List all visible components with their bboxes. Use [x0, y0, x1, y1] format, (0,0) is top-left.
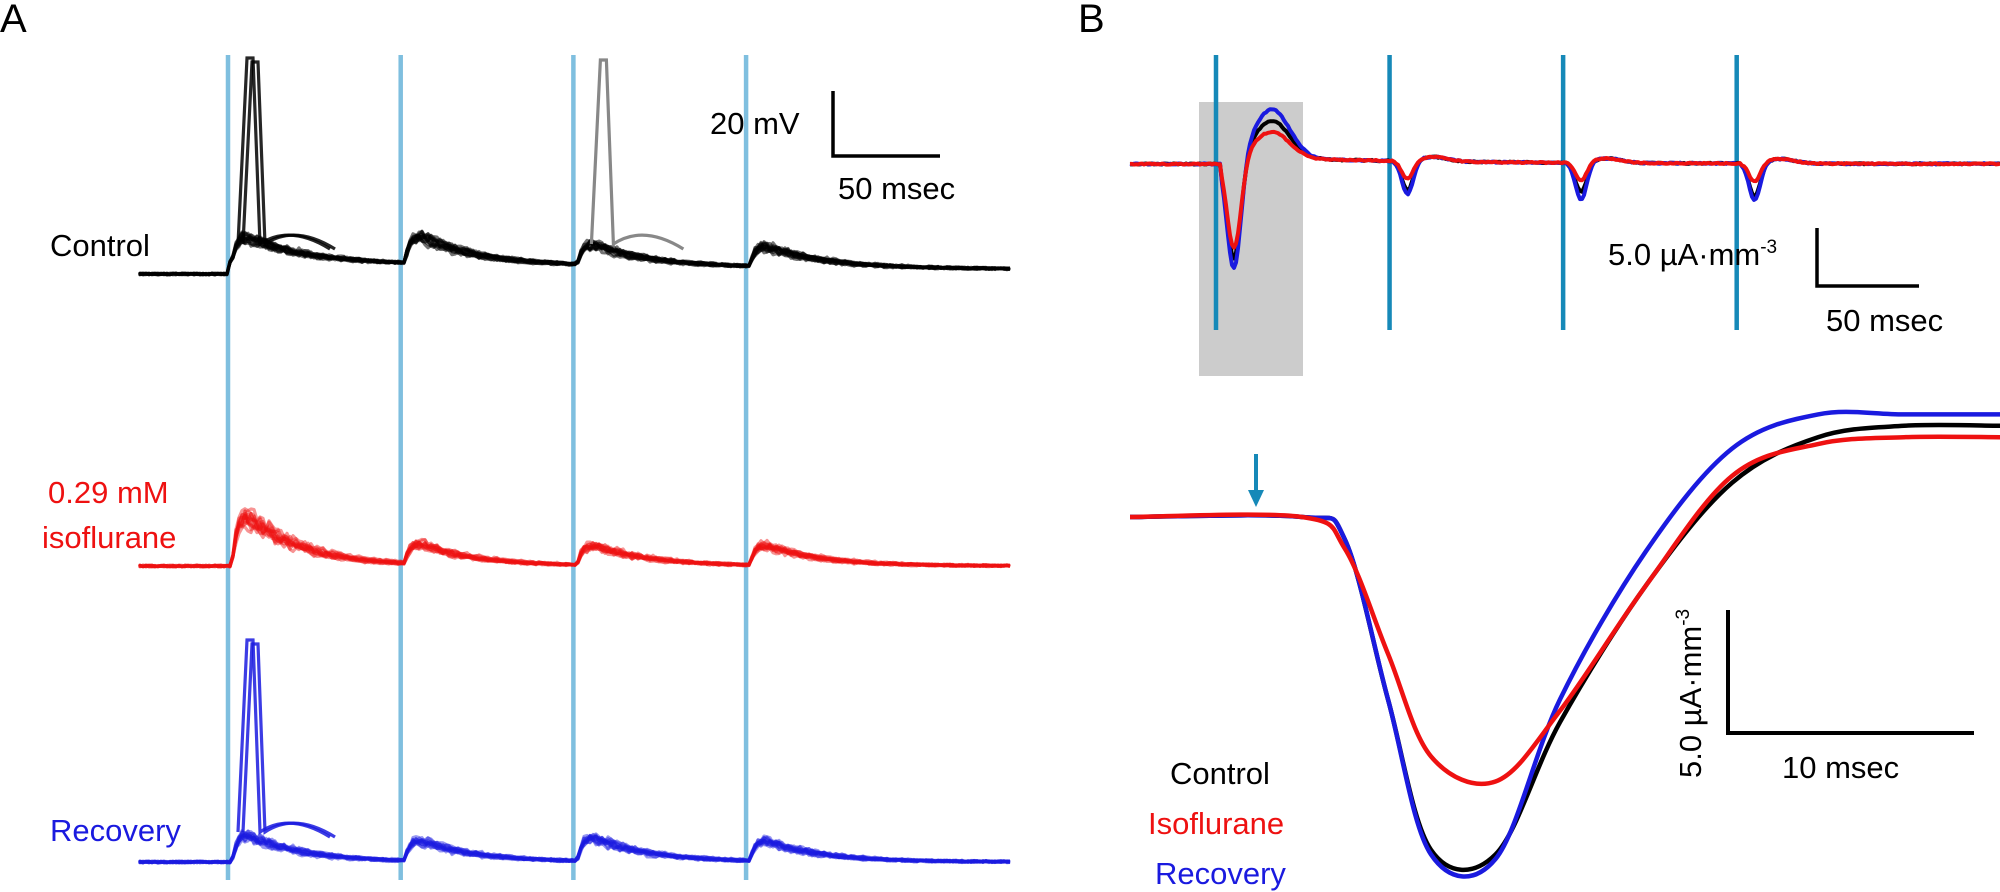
- inset-legend-control: Control: [1170, 756, 1270, 791]
- panel-a-sweep-recovery-9: [138, 833, 1011, 865]
- panel-a-letter: A: [0, 0, 27, 41]
- panel-b-traces: [1129, 107, 2000, 270]
- panel-a-sweep-recovery-7: [138, 833, 1011, 865]
- panel-a-sweep-recovery-5: [138, 831, 1011, 865]
- panel-a-sweep-recovery-4: [138, 832, 1011, 865]
- panel-a-scale-y-label: 20 mV: [710, 106, 800, 141]
- panel-a-spike-control-3: [589, 58, 685, 251]
- inset-traces: [1129, 409, 2000, 879]
- panel-a-sweep-recovery-3: [138, 834, 1011, 865]
- inset-legend-isoflurane: Isoflurane: [1148, 806, 1284, 841]
- inset-trace-recovery: [1129, 409, 2000, 879]
- panel-b-scale-x-label: 50 msec: [1826, 303, 1943, 338]
- panel-a-stimulus-markers: [225, 55, 749, 880]
- panel-a-sweep-0-29-mm-isoflurane-5: [138, 513, 1011, 569]
- panel-a-scale-bar: 20 mV 50 msec: [710, 91, 955, 206]
- panel-a-label-recovery: Recovery: [50, 813, 181, 848]
- inset-scale-bar-lines: [1726, 610, 1974, 735]
- panel-a-sweep-control-12: [138, 235, 1011, 277]
- panel-a-sweep-0-29-mm-isoflurane-7: [138, 523, 1011, 569]
- inset-legend-recovery: Recovery: [1155, 856, 1286, 891]
- panel-a-sweep-recovery-12: [138, 831, 1011, 865]
- panel-a-label-isoflurane-2: isoflurane: [42, 520, 176, 555]
- panel-b-letter: B: [1078, 0, 1105, 41]
- panel-a-sweep-0-29-mm-isoflurane-6: [138, 510, 1011, 569]
- inset-legend: Control Isoflurane Recovery: [1148, 756, 1286, 891]
- panel-b-scale-bar-lines: [1815, 228, 1919, 288]
- panel-a-sweep-recovery-10: [138, 835, 1011, 865]
- panel-a-spike-recovery-2: [241, 642, 336, 839]
- panel-a-sweep-0-29-mm-isoflurane-2: [138, 511, 1011, 569]
- panel-a-sweep-0-29-mm-isoflurane-9: [138, 514, 1011, 569]
- panel-a-spike-control-2: [241, 60, 336, 251]
- panel-b-trace-isoflurane: [1129, 129, 2000, 250]
- panel-a-scale-x-label: 50 msec: [838, 171, 955, 206]
- panel-a-sweep-0-29-mm-isoflurane-12: [138, 511, 1011, 569]
- panel-a-sweep-0-29-mm-isoflurane-8: [138, 513, 1011, 569]
- inset-scale-x-label: 10 msec: [1782, 750, 1899, 785]
- panel-b-stimulus-markers: [1213, 55, 1739, 330]
- panel-a-sweep-recovery-2: [138, 829, 1011, 865]
- panel-a-sweep-0-29-mm-isoflurane-4: [138, 516, 1011, 569]
- panel-a-sweep-0-29-mm-isoflurane-1: [138, 520, 1011, 569]
- panel-a-sweep-0-29-mm-isoflurane-3: [138, 509, 1011, 569]
- inset-scale-bar: 5.0 µA·mm-3 10 msec: [1673, 609, 1974, 785]
- panel-a-sweep-0-29-mm-isoflurane-10: [138, 507, 1011, 569]
- panel-a-sweep-recovery-1: [138, 833, 1011, 865]
- panel-a-scale-bar-lines: [831, 91, 940, 158]
- inset-scale-y-label: 5.0 µA·mm-3: [1673, 609, 1708, 778]
- inset-stimulus-arrow: [1248, 454, 1264, 507]
- panel-a-sweep-recovery-8: [138, 830, 1011, 865]
- panel-a-sweep-recovery-11: [138, 831, 1011, 865]
- panel-a-sweep-recovery-6: [138, 829, 1011, 865]
- inset-trace-isoflurane: [1129, 434, 2000, 787]
- panel-b-scale-y-label: 5.0 µA·mm-3: [1608, 237, 1777, 272]
- panel-b-scale-bar: 5.0 µA·mm-3 50 msec: [1608, 228, 1943, 338]
- panel-a-sweep-0-29-mm-isoflurane-11: [138, 509, 1011, 569]
- panel-a-traces: [138, 56, 1011, 865]
- panel-a-label-isoflurane-1: 0.29 mM: [48, 475, 169, 510]
- panel-a-label-control: Control: [50, 228, 150, 263]
